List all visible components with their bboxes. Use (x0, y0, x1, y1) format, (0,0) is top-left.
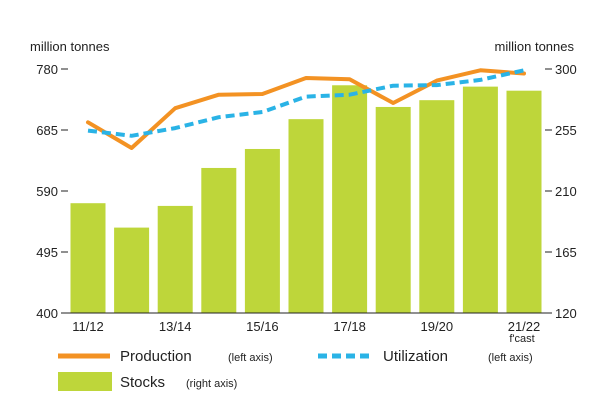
x-tick-label: 11/12 (72, 319, 104, 334)
left-tick-label: 400 (36, 306, 58, 321)
production-line (86, 68, 526, 150)
left-tick-label: 590 (36, 184, 58, 199)
right-axis: 120 165 210 255 300 (545, 62, 577, 321)
x-tick-label: 21/22 (508, 319, 541, 334)
right-tick-label: 255 (555, 123, 577, 138)
stocks-bar-19/20 (419, 100, 455, 313)
legend-utilization-label: Utilization (383, 348, 448, 365)
line-series (86, 68, 526, 150)
stocks-bar-11/12 (70, 203, 106, 313)
left-axis: 400 495 590 685 780 (36, 62, 68, 321)
right-tick-label: 120 (555, 306, 577, 321)
stocks-bar-20/21 (462, 86, 498, 313)
right-tick-label: 165 (555, 245, 577, 260)
stocks-bars (70, 85, 542, 314)
stocks-bar-18/19 (375, 106, 411, 313)
stocks-bar-14/15 (201, 167, 237, 313)
left-tick-label: 780 (36, 62, 58, 77)
stocks-bar-16/17 (288, 119, 324, 314)
left-tick-label: 495 (36, 245, 58, 260)
right-tick-label: 210 (555, 184, 577, 199)
legend-production-note: (left axis) (228, 352, 273, 364)
x-tick-label: 15/16 (246, 319, 279, 334)
legend-production-label: Production (120, 348, 192, 365)
x-tick-label: 19/20 (421, 319, 454, 334)
legend-stocks-note: (right axis) (186, 378, 237, 390)
right-axis-label: million tonnes (495, 39, 575, 54)
legend-utilization-note: (left axis) (488, 352, 533, 364)
x-tick-label: 17/18 (333, 319, 366, 334)
stocks-bar-17/18 (332, 85, 368, 314)
stocks-bar-15/16 (244, 148, 280, 313)
stocks-bar-12/13 (114, 227, 150, 313)
stocks-bar-13/14 (157, 205, 193, 313)
x-axis: 11/12 13/14 15/16 17/18 19/20 21/22f'cast (72, 319, 540, 345)
right-tick-label: 300 (555, 62, 577, 77)
left-axis-label: million tonnes (30, 39, 110, 54)
x-tick-label: 13/14 (159, 319, 192, 334)
forecast-note: f'cast (509, 333, 534, 345)
legend: Production (left axis) Utilization (left ax… (58, 348, 533, 391)
stocks-bar-21/22 (506, 90, 542, 313)
left-tick-label: 685 (36, 123, 58, 138)
legend-stocks-swatch (58, 372, 112, 391)
legend-stocks-label: Stocks (120, 374, 165, 391)
utilization-line (87, 68, 525, 138)
